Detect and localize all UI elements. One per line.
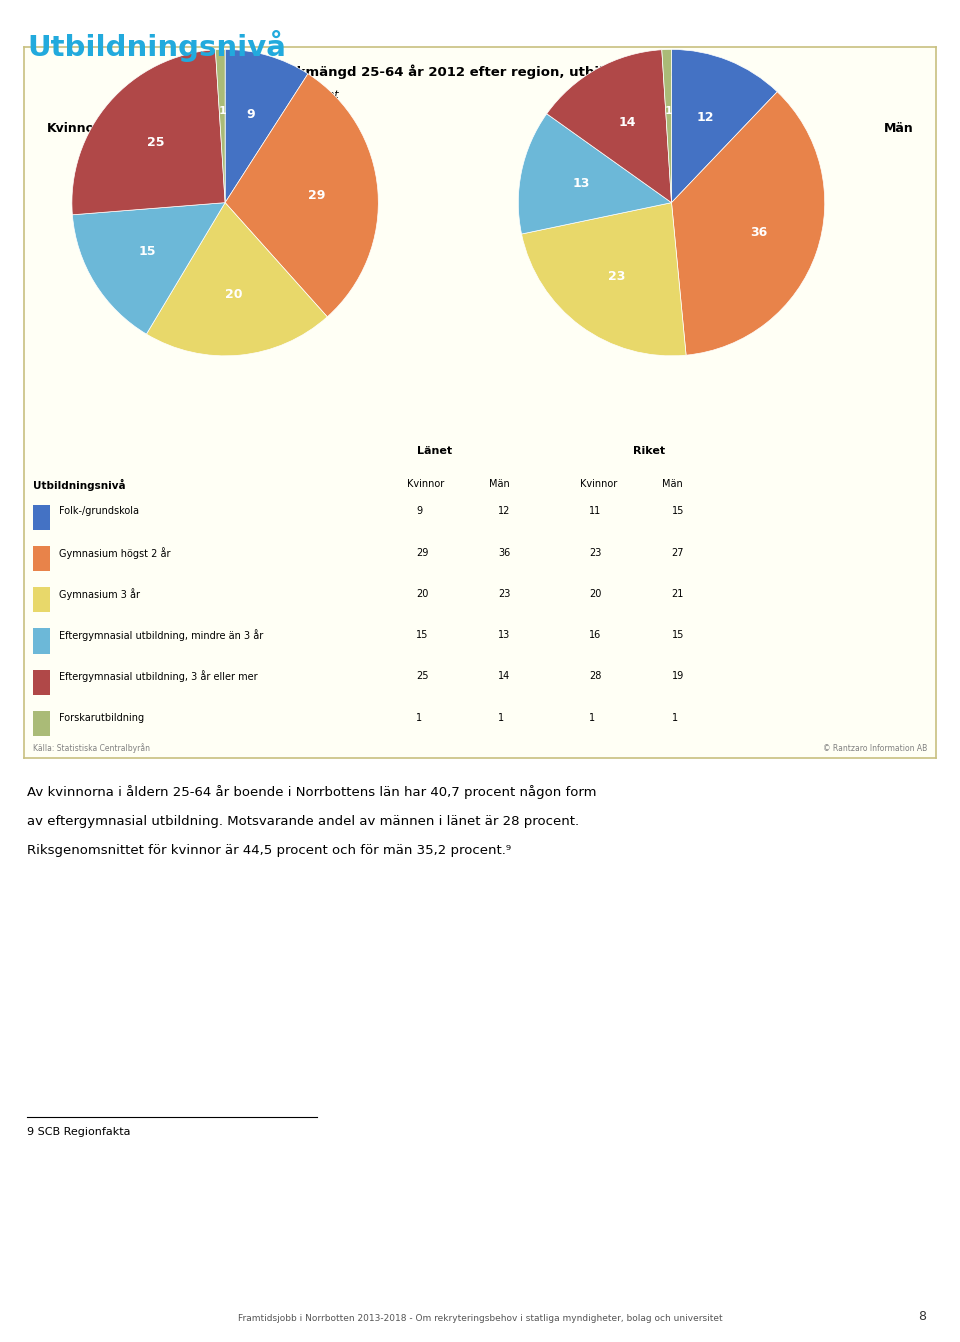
Wedge shape bbox=[546, 50, 672, 203]
Bar bbox=[33, 628, 50, 654]
Text: Länet: Länet bbox=[417, 446, 452, 456]
Text: Av kvinnorna i åldern 25-64 år boende i Norrbottens län har 40,7 procent någon f: Av kvinnorna i åldern 25-64 år boende i … bbox=[27, 785, 596, 798]
Wedge shape bbox=[72, 50, 225, 215]
Wedge shape bbox=[225, 74, 378, 317]
Bar bbox=[33, 711, 50, 737]
Text: 14: 14 bbox=[618, 115, 636, 129]
Text: Kvinnor: Kvinnor bbox=[580, 479, 617, 488]
Text: 13: 13 bbox=[498, 631, 511, 640]
Text: 36: 36 bbox=[498, 548, 511, 558]
Text: 29: 29 bbox=[308, 189, 325, 201]
Text: 27: 27 bbox=[672, 548, 684, 558]
Text: Källa: Statistiska Centralbyrån: Källa: Statistiska Centralbyrån bbox=[33, 742, 150, 753]
Text: Kvinnor: Kvinnor bbox=[47, 122, 101, 134]
Text: 23: 23 bbox=[498, 589, 511, 599]
Text: Norrbottens län, Procent: Norrbottens län, Procent bbox=[202, 90, 339, 99]
Text: Framtidsjobb i Norrbotten 2013-2018 - Om rekryteringsbehov i statliga myndighete: Framtidsjobb i Norrbotten 2013-2018 - Om… bbox=[238, 1314, 722, 1323]
Text: 1: 1 bbox=[664, 106, 672, 115]
Text: 15: 15 bbox=[672, 506, 684, 517]
Text: Folkmängd 25-64 år 2012 efter region, utbildningsnivå: Folkmängd 25-64 år 2012 efter region, ut… bbox=[275, 64, 685, 79]
Text: 36: 36 bbox=[750, 227, 767, 239]
Wedge shape bbox=[661, 50, 672, 203]
Text: Forskarutbildning: Forskarutbildning bbox=[59, 713, 144, 723]
Text: Män: Män bbox=[662, 479, 684, 488]
Text: 15: 15 bbox=[416, 631, 428, 640]
Text: Gymnasium 3 år: Gymnasium 3 år bbox=[59, 588, 139, 600]
Text: 23: 23 bbox=[589, 548, 602, 558]
Wedge shape bbox=[215, 50, 226, 203]
Wedge shape bbox=[672, 91, 825, 356]
Text: Riket: Riket bbox=[633, 446, 664, 456]
Text: 25: 25 bbox=[416, 671, 429, 682]
Text: 1: 1 bbox=[672, 713, 678, 723]
Text: Kvinnor: Kvinnor bbox=[407, 479, 444, 488]
Text: Eftergymnasial utbildning, mindre än 3 år: Eftergymnasial utbildning, mindre än 3 å… bbox=[59, 629, 263, 641]
Wedge shape bbox=[147, 203, 327, 356]
Text: Eftergymnasial utbildning, 3 år eller mer: Eftergymnasial utbildning, 3 år eller me… bbox=[59, 671, 257, 682]
Wedge shape bbox=[72, 203, 225, 334]
Bar bbox=[33, 670, 50, 695]
Text: 12: 12 bbox=[498, 506, 511, 517]
Bar bbox=[33, 586, 50, 612]
Wedge shape bbox=[518, 114, 672, 234]
Text: av eftergymnasial utbildning. Motsvarande andel av männen i länet är 28 procent.: av eftergymnasial utbildning. Motsvarand… bbox=[27, 815, 579, 828]
Text: 16: 16 bbox=[589, 631, 602, 640]
Text: 28: 28 bbox=[589, 671, 602, 682]
Text: Män: Män bbox=[489, 479, 510, 488]
Text: 13: 13 bbox=[573, 177, 590, 191]
Text: 11: 11 bbox=[589, 506, 602, 517]
Bar bbox=[33, 546, 50, 572]
Text: 9: 9 bbox=[416, 506, 422, 517]
Text: 1: 1 bbox=[589, 713, 595, 723]
Text: 20: 20 bbox=[589, 589, 602, 599]
Text: 25: 25 bbox=[147, 136, 164, 149]
Text: 20: 20 bbox=[416, 589, 428, 599]
Text: Utbildningsnivå: Utbildningsnivå bbox=[27, 30, 286, 62]
Wedge shape bbox=[521, 203, 686, 356]
Text: Män: Män bbox=[883, 122, 913, 134]
Text: 1: 1 bbox=[416, 713, 422, 723]
Text: 29: 29 bbox=[416, 548, 428, 558]
Text: 14: 14 bbox=[498, 671, 511, 682]
Text: 1: 1 bbox=[498, 713, 504, 723]
Text: Riksgenomsnittet för kvinnor är 44,5 procent och för män 35,2 procent.⁹: Riksgenomsnittet för kvinnor är 44,5 pro… bbox=[27, 844, 511, 858]
Text: 20: 20 bbox=[225, 287, 243, 301]
Bar bbox=[33, 505, 50, 530]
Text: 9: 9 bbox=[247, 107, 255, 121]
Text: Gymnasium högst 2 år: Gymnasium högst 2 år bbox=[59, 546, 170, 558]
Text: 15: 15 bbox=[138, 244, 156, 258]
Text: 15: 15 bbox=[672, 631, 684, 640]
Text: 19: 19 bbox=[672, 671, 684, 682]
Text: 1: 1 bbox=[218, 106, 226, 115]
Wedge shape bbox=[671, 50, 778, 203]
Wedge shape bbox=[225, 50, 308, 203]
Text: 8: 8 bbox=[919, 1310, 926, 1323]
Text: 12: 12 bbox=[697, 111, 714, 123]
Text: 21: 21 bbox=[672, 589, 684, 599]
Text: © Rantzaro Information AB: © Rantzaro Information AB bbox=[823, 743, 927, 753]
Text: 23: 23 bbox=[609, 270, 626, 283]
Text: Utbildningsnivå: Utbildningsnivå bbox=[33, 479, 126, 491]
Text: 9 SCB Regionfakta: 9 SCB Regionfakta bbox=[27, 1127, 131, 1137]
Text: Folk-/grundskola: Folk-/grundskola bbox=[59, 506, 138, 517]
